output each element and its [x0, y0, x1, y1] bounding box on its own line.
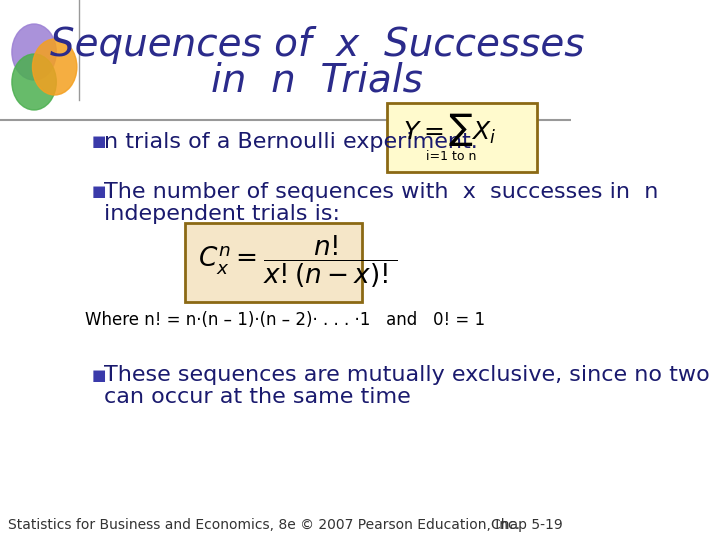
Text: ■: ■ [91, 368, 106, 382]
Text: n trials of a Bernoulli experiment.: n trials of a Bernoulli experiment. [104, 132, 477, 152]
Text: can occur at the same time: can occur at the same time [104, 387, 410, 407]
Text: These sequences are mutually exclusive, since no two: These sequences are mutually exclusive, … [104, 365, 710, 385]
Text: independent trials is:: independent trials is: [104, 204, 340, 224]
Circle shape [32, 39, 77, 95]
Circle shape [12, 54, 56, 110]
Text: Sequences of  x  Successes: Sequences of x Successes [50, 26, 585, 64]
Text: ■: ■ [91, 185, 106, 199]
Circle shape [12, 24, 56, 80]
FancyBboxPatch shape [185, 223, 362, 302]
Text: Statistics for Business and Economics, 8e © 2007 Pearson Education, Inc.: Statistics for Business and Economics, 8… [8, 518, 520, 532]
Text: Chap 5-19: Chap 5-19 [491, 518, 563, 532]
Text: i=1 to n: i=1 to n [426, 150, 477, 163]
Text: $C_x^n = \dfrac{n!}{x!(n-x)!}$: $C_x^n = \dfrac{n!}{x!(n-x)!}$ [198, 234, 397, 290]
Text: ■: ■ [91, 134, 106, 150]
Text: in  n  Trials: in n Trials [211, 61, 423, 99]
Text: Where n! = n·(n – 1)·(n – 2)· . . . ·1   and   0! = 1: Where n! = n·(n – 1)·(n – 2)· . . . ·1 a… [85, 311, 485, 329]
Text: The number of sequences with  x  successes in  n: The number of sequences with x successes… [104, 182, 658, 202]
Text: $Y = \sum X_i$: $Y = \sum X_i$ [402, 111, 496, 148]
FancyBboxPatch shape [387, 103, 536, 172]
